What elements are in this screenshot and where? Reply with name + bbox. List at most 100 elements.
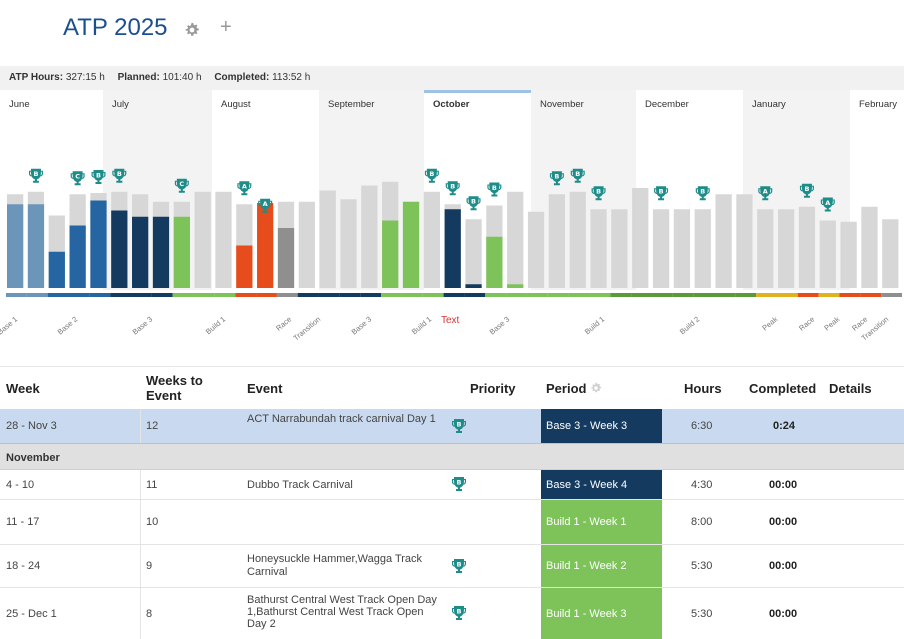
phase-label: Base 2 <box>56 315 80 337</box>
phase-strip <box>443 293 465 297</box>
col-period[interactable]: Period <box>546 381 587 396</box>
trophy-icon[interactable]: B <box>487 182 502 197</box>
trophy-priority-label: C <box>75 173 80 181</box>
planned-bar <box>319 190 336 288</box>
phase-strip <box>818 293 840 297</box>
completed-cell: 00:00 <box>769 479 798 491</box>
table-row[interactable]: 4 - 10 11 Dubbo Track Carnival B Base 3 … <box>0 470 904 500</box>
page-title: ATP 2025 <box>63 14 168 41</box>
phase-strip <box>381 293 402 297</box>
completed-bar <box>90 200 107 288</box>
planned-bar <box>736 194 753 288</box>
month-label: June <box>9 99 30 110</box>
trophy-shape <box>695 186 710 201</box>
phase-strip <box>214 293 236 297</box>
month-label: October <box>433 99 470 110</box>
phase-strip <box>672 293 694 297</box>
col-weeks-to-event[interactable]: Weeks to Event <box>146 373 203 403</box>
month-label: July <box>112 99 129 110</box>
hours-cell: 8:00 <box>691 516 713 528</box>
trophy-icon[interactable]: C <box>174 178 189 193</box>
trophy-icon[interactable]: B <box>112 168 127 183</box>
month-label: September <box>328 99 374 110</box>
completed-label: Completed: <box>214 72 270 83</box>
trophy-icon[interactable]: A <box>758 186 773 201</box>
trophy-icon[interactable]: B <box>591 186 606 201</box>
trophy-shape <box>237 181 252 196</box>
planned-bar <box>465 219 482 288</box>
trophy-icon[interactable]: B <box>695 186 710 201</box>
atp-table: Week Weeks to Event Event Priority Perio… <box>0 366 904 639</box>
event-cell[interactable]: Dubbo Track Carnival <box>247 479 353 491</box>
trophy-priority-label: B <box>554 173 559 181</box>
hours-cell: 5:30 <box>691 560 713 572</box>
completed-cell: 0:24 <box>773 420 796 432</box>
col-completed[interactable]: Completed <box>749 381 817 396</box>
table-row[interactable]: 25 - Dec 1 8 Bathurst Central West Track… <box>0 588 904 639</box>
trophy-icon[interactable]: B <box>549 171 564 186</box>
phase-label: Build 1 <box>410 315 433 337</box>
table-header: Week Weeks to Event Event Priority Perio… <box>0 367 904 409</box>
col-details[interactable]: Details <box>829 381 872 396</box>
period-gear-icon[interactable] <box>590 382 602 394</box>
phase-label: Peak <box>760 314 779 332</box>
phase-strip <box>401 293 423 297</box>
trophy-icon[interactable]: B <box>424 168 439 183</box>
completed-bar <box>173 216 190 288</box>
phase-label: Base 3 <box>131 315 155 337</box>
period-badge[interactable]: Base 3 - Week 3 <box>541 409 662 443</box>
planned-bar <box>673 209 691 288</box>
trophy-icon[interactable]: B <box>28 168 43 183</box>
trophy-icon[interactable]: A <box>820 197 835 212</box>
month-label: December <box>645 99 689 110</box>
completed-bar <box>48 251 65 288</box>
phase-strip <box>610 293 632 297</box>
table-row[interactable]: 28 - Nov 3 12 ACT Narrabundah track carn… <box>0 409 904 444</box>
trophy-icon[interactable]: B <box>445 181 460 196</box>
trophy-icon[interactable]: B <box>799 183 814 198</box>
trophy-icon[interactable]: B <box>654 186 669 201</box>
stats-bar: ATP Hours: 327:15 h Planned: 101:40 h Co… <box>0 66 904 90</box>
trophy-shape <box>466 196 481 211</box>
event-cell[interactable]: Honeysuckle Hammer,Wagga Track Carnival <box>247 553 423 578</box>
trophy-icon[interactable]: B <box>466 196 481 211</box>
add-plan-button[interactable]: + <box>220 16 232 38</box>
phase-strip <box>881 293 902 297</box>
trophy-b-icon: B <box>452 477 466 491</box>
event-cell[interactable]: ACT Narrabundah track carnival Day 1 <box>247 413 436 425</box>
phase-strip <box>89 293 111 297</box>
trophy-shape <box>487 182 502 197</box>
col-priority[interactable]: Priority <box>470 381 516 396</box>
completed-bar <box>236 245 253 288</box>
table-row[interactable]: 11 - 17 10 Build 1 - Week 1 8:00 00:00 <box>0 500 904 545</box>
completed-bar <box>132 216 149 288</box>
trophy-priority-label: B <box>429 170 434 178</box>
trophy-shape <box>549 171 564 186</box>
phase-strip <box>68 293 90 297</box>
trophy-priority-label: B <box>700 188 705 196</box>
trophy-priority-label: A <box>763 188 768 196</box>
gear-icon[interactable] <box>184 22 200 38</box>
trophy-icon[interactable]: A <box>258 198 273 213</box>
trophy-icon[interactable]: A <box>237 181 252 196</box>
col-event[interactable]: Event <box>247 381 283 396</box>
atp-weekly-chart[interactable]: June July August September October November De… <box>0 90 904 366</box>
phase-strip <box>714 293 736 297</box>
completed-bar <box>382 220 399 288</box>
week-cell: 11 - 17 <box>6 516 40 528</box>
trophy-priority-label: B <box>596 188 601 196</box>
col-week[interactable]: Week <box>6 381 40 396</box>
trophy-icon[interactable]: C <box>70 171 85 186</box>
period-badge[interactable]: Build 1 - Week 3 <box>541 588 662 639</box>
weeks-to-event-cell: 8 <box>146 608 153 620</box>
event-cell[interactable]: Bathurst Central West Track Open Day 1,B… <box>247 594 437 630</box>
period-badge[interactable]: Base 3 - Week 4 <box>541 470 662 499</box>
period-badge[interactable]: Build 1 - Week 1 <box>541 500 662 544</box>
month-label: February <box>859 99 897 110</box>
trophy-icon[interactable]: B <box>91 170 106 184</box>
phase-strip <box>172 293 194 297</box>
trophy-icon[interactable]: B <box>570 168 585 183</box>
col-hours[interactable]: Hours <box>684 381 722 396</box>
table-row[interactable]: 18 - 24 9 Honeysuckle Hammer,Wagga Track… <box>0 545 904 588</box>
period-badge[interactable]: Build 1 - Week 2 <box>541 545 662 587</box>
